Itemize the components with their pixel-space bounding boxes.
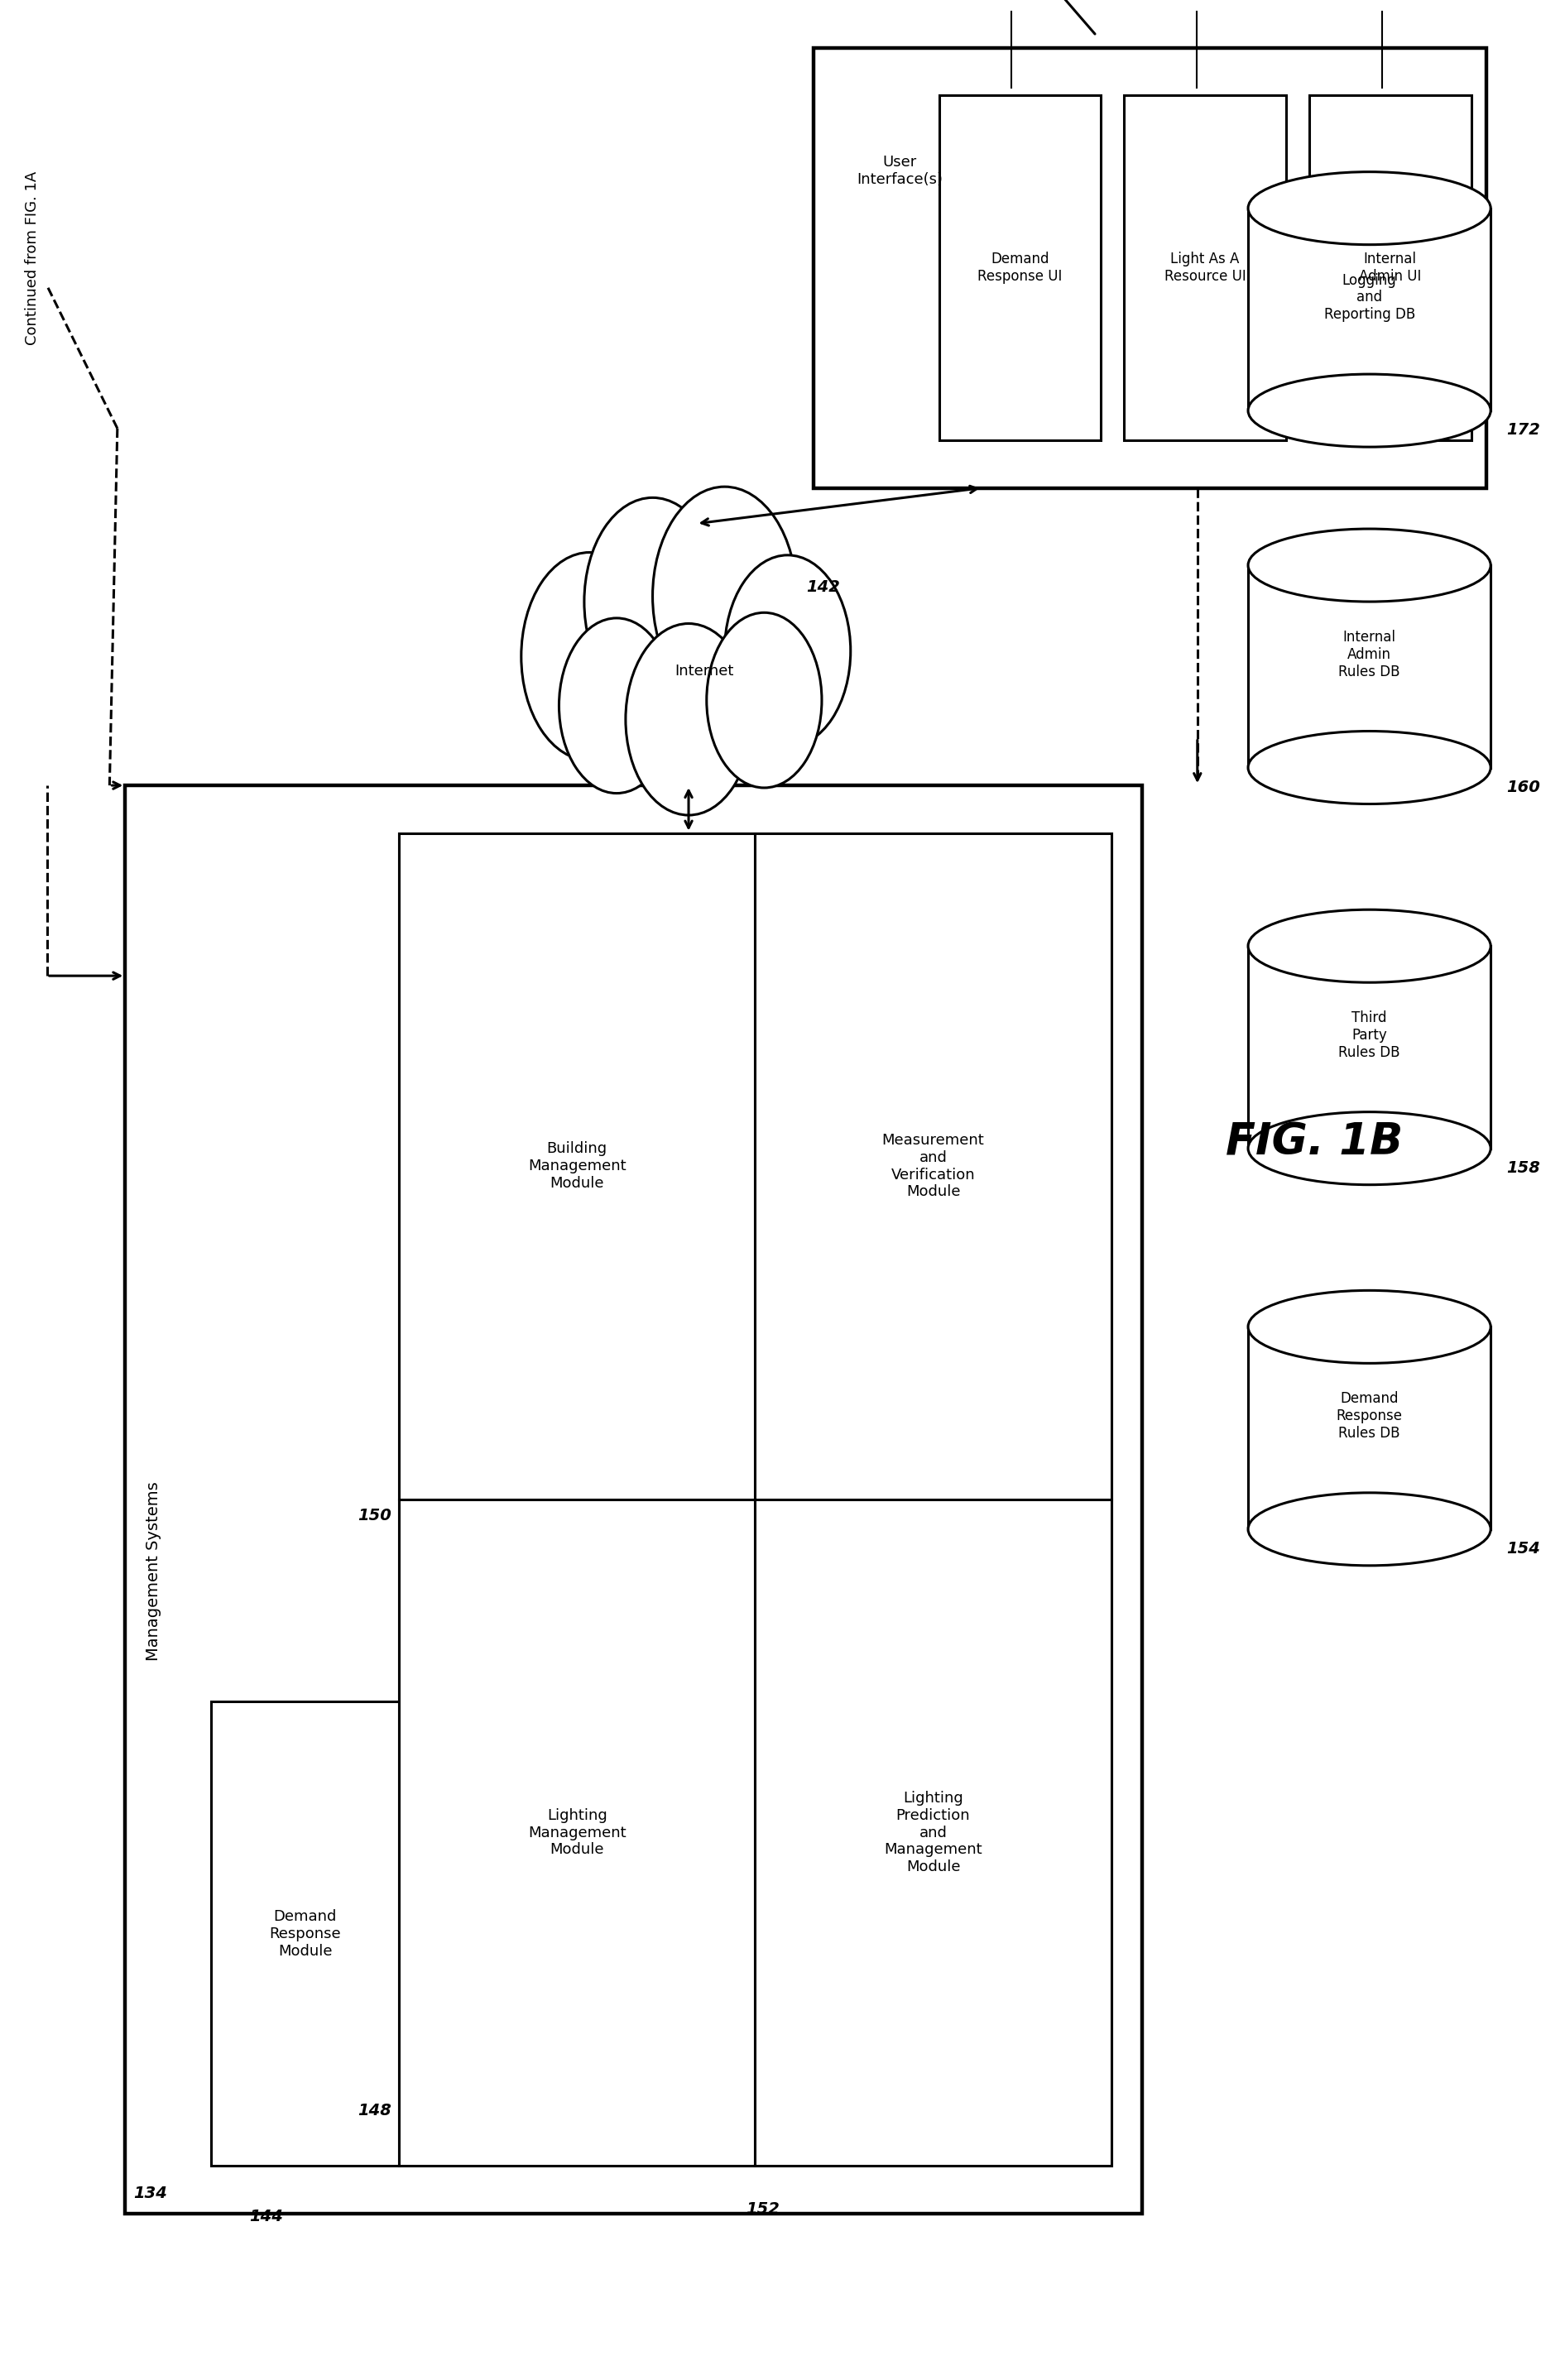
Ellipse shape [1249,731,1490,804]
Circle shape [707,612,822,788]
Text: Demand
Response
Module: Demand Response Module [269,1909,341,1959]
FancyBboxPatch shape [211,1702,399,2166]
Text: 158: 158 [1506,1159,1540,1176]
Bar [1249,947,1490,1147]
Circle shape [584,497,721,707]
Bar [1249,566,1490,766]
Text: 134: 134 [133,2185,167,2202]
Ellipse shape [1249,374,1490,447]
Text: Building
Management
Module: Building Management Module [527,1142,626,1190]
FancyBboxPatch shape [125,785,1142,2213]
Text: Internal
Admin
Rules DB: Internal Admin Rules DB [1338,631,1401,678]
Text: 152: 152 [747,2202,779,2218]
FancyBboxPatch shape [939,95,1100,440]
FancyBboxPatch shape [399,1499,756,2166]
Circle shape [626,624,751,814]
Ellipse shape [1249,171,1490,245]
Text: Logging
and
Reporting DB: Logging and Reporting DB [1324,274,1415,321]
FancyBboxPatch shape [1124,95,1286,440]
Bar [1249,209,1490,412]
FancyBboxPatch shape [399,833,756,1499]
Text: 160: 160 [1506,781,1540,795]
Text: FIG. 1B: FIG. 1B [1225,1121,1404,1164]
Text: 170: 170 [670,793,704,809]
Text: 154: 154 [1506,1542,1540,1557]
Text: Internal
Admin UI: Internal Admin UI [1358,252,1421,283]
Text: 142: 142 [806,578,840,595]
Text: Light As A
Resource UI: Light As A Resource UI [1164,252,1246,283]
Text: Internet: Internet [675,664,734,678]
FancyBboxPatch shape [814,48,1487,488]
Text: Demand
Response UI: Demand Response UI [978,252,1063,283]
Text: Measurement
and
Verification
Module: Measurement and Verification Module [883,1133,984,1200]
FancyBboxPatch shape [756,1499,1111,2166]
Text: 172: 172 [1506,424,1540,438]
Bar [1249,1328,1490,1530]
Text: Lighting
Management
Module: Lighting Management Module [527,1809,626,1856]
Text: Continued from FIG. 1A: Continued from FIG. 1A [25,171,41,345]
Text: User
Interface(s): User Interface(s) [858,155,942,188]
Ellipse shape [1249,1290,1490,1364]
Circle shape [653,488,797,707]
Text: Third
Party
Rules DB: Third Party Rules DB [1338,1012,1401,1059]
FancyBboxPatch shape [756,833,1111,1499]
Ellipse shape [1249,528,1490,602]
Text: 150: 150 [357,1507,391,1523]
Circle shape [521,552,657,762]
FancyBboxPatch shape [1310,95,1471,440]
Ellipse shape [1249,1111,1490,1185]
Circle shape [559,619,675,793]
Ellipse shape [1249,1492,1490,1566]
Text: Lighting
Prediction
and
Management
Module: Lighting Prediction and Management Modul… [884,1790,983,1875]
Text: 144: 144 [249,2209,283,2225]
Text: Demand
Response
Rules DB: Demand Response Rules DB [1337,1392,1402,1440]
Text: 148: 148 [357,2102,391,2118]
Ellipse shape [1249,909,1490,983]
Text: Management Systems: Management Systems [146,1480,161,1661]
Circle shape [725,555,851,747]
